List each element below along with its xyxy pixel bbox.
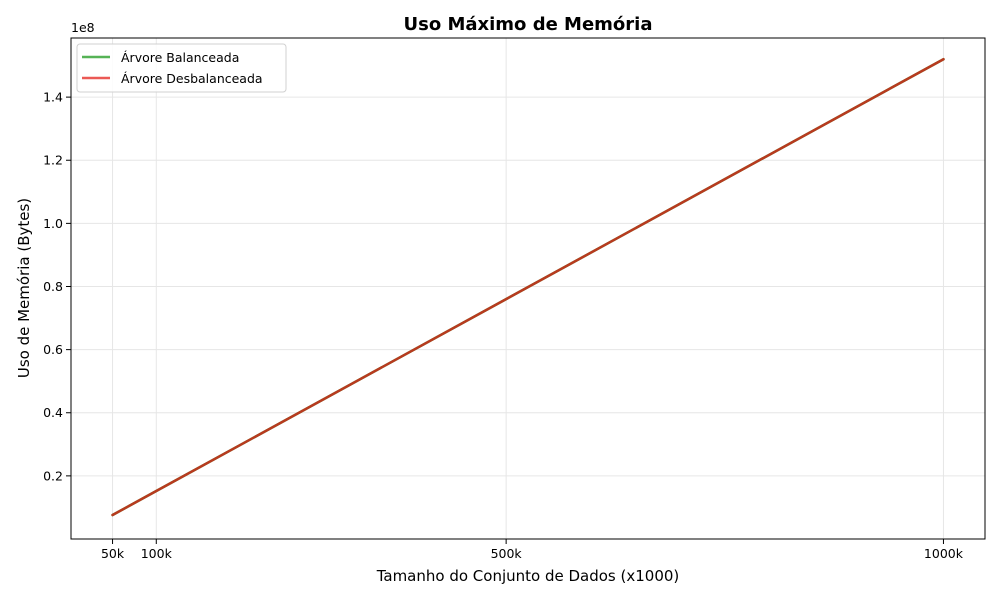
x-axis-label: Tamanho do Conjunto de Dados (x1000) (376, 567, 680, 585)
y-tick-label: 0.8 (43, 279, 63, 294)
y-tick-label: 0.4 (43, 405, 63, 420)
x-tick-label: 500k (491, 546, 523, 561)
y-offset-label: 1e8 (71, 20, 95, 35)
y-axis-label: Uso de Memória (Bytes) (15, 198, 33, 378)
y-tick-label: 1.0 (43, 216, 63, 231)
legend-box (76, 43, 287, 93)
series-line-unbalanced (111, 57, 945, 517)
plot-frame (70, 37, 986, 540)
y-tick-label: 0.6 (43, 342, 63, 357)
chart-title: Uso Máximo de Memória (404, 14, 653, 35)
legend-label-balanced: Árvore Balanceada (121, 50, 239, 65)
x-axis: 50k 100k 500k 1000k (101, 539, 964, 561)
y-tick-label: 0.2 (43, 468, 63, 483)
y-tick-label: 1.2 (43, 153, 63, 168)
y-axis: 0.2 0.4 0.6 0.8 1.0 1.2 1.4 (43, 90, 71, 483)
x-tick-label: 50k (101, 546, 125, 561)
x-tick-label: 100k (141, 546, 173, 561)
grid (71, 38, 985, 539)
legend: Árvore Balanceada Árvore Desbalanceada (76, 43, 287, 93)
legend-label-unbalanced: Árvore Desbalanceada (121, 71, 263, 86)
x-tick-label: 1000k (924, 546, 964, 561)
series-lines (111, 57, 945, 517)
y-tick-label: 1.4 (43, 90, 63, 105)
